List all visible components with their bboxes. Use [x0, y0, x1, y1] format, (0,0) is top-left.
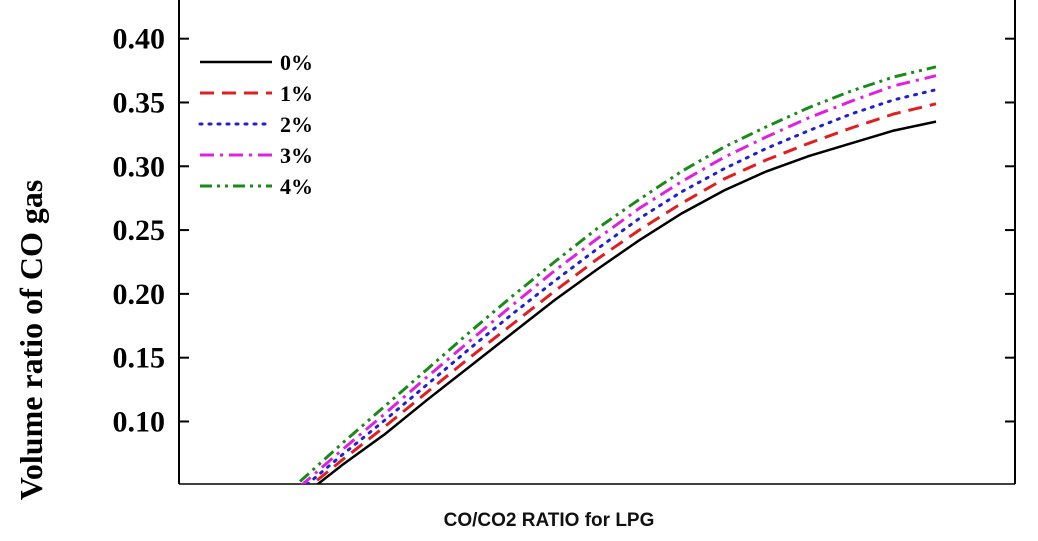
- series-line-4pct: [298, 65, 937, 483]
- x-axis-title: CO/CO2 RATIO for LPG: [444, 510, 655, 531]
- series-lines: [298, 65, 938, 484]
- series-line-1pct: [310, 102, 937, 484]
- y-axis-ticks: 0.10 0.15 0.20 0.25 0.30 0.35 0.40: [113, 23, 1015, 438]
- y-tick-label: 0.10: [113, 405, 166, 438]
- y-tick-label: 0.30: [113, 150, 166, 183]
- y-tick-label: 0.40: [113, 23, 166, 56]
- series-line-0pct: [315, 120, 937, 484]
- series-line-2pct: [305, 88, 938, 484]
- y-tick-label: 0.35: [113, 86, 166, 119]
- legend-label: 2%: [280, 112, 313, 137]
- y-tick-label: 0.15: [113, 342, 166, 375]
- y-axis-title: Volume ratio of CO gas: [13, 180, 49, 501]
- legend: 0% 1% 2% 3% 4%: [198, 50, 313, 199]
- legend-label: 1%: [280, 81, 313, 106]
- legend-label: 3%: [280, 143, 313, 168]
- legend-label: 0%: [280, 50, 313, 75]
- legend-label: 4%: [280, 174, 313, 199]
- y-tick-label: 0.25: [113, 214, 166, 247]
- series-line-3pct: [300, 74, 937, 484]
- y-tick-label: 0.20: [113, 278, 166, 311]
